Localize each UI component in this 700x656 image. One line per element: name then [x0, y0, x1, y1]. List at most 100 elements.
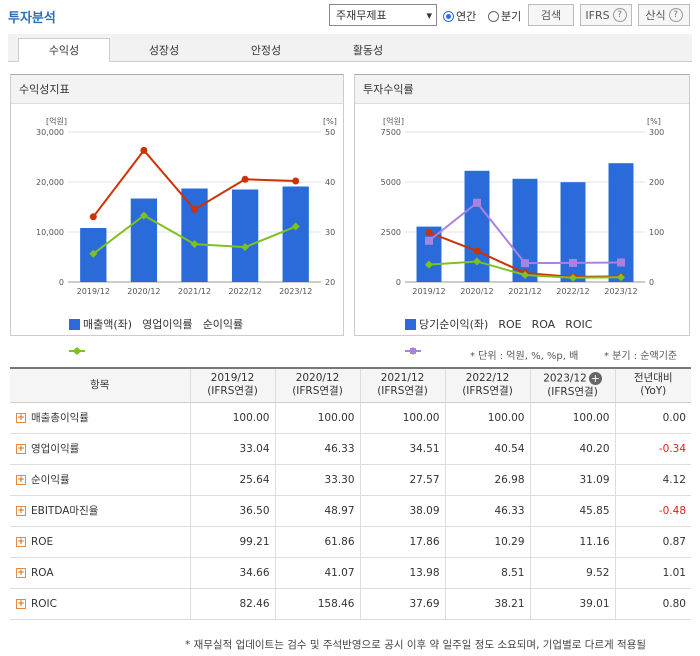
radio-annual-label: 연간 — [456, 10, 477, 23]
data-point — [241, 243, 250, 252]
y-right-tick-label: 30 — [325, 228, 335, 237]
expand-icon[interactable]: + — [16, 567, 26, 578]
question-icon: ? — [668, 8, 683, 22]
bar — [560, 182, 586, 282]
tab-stability[interactable]: 안정성 — [250, 44, 282, 57]
value-cell: 33.30 — [274, 464, 360, 496]
header-year: 2019/12 (IFRS연결) — [189, 367, 275, 403]
value-cell: 38.21 — [444, 588, 530, 620]
return-legend: 당기순이익(좌) ROE ROA ROIC — [405, 316, 593, 355]
add-column-icon[interactable]: + — [588, 372, 602, 385]
legend-label: ROIC — [565, 317, 593, 331]
value-cell: 61.86 — [274, 526, 360, 558]
x-tick-label: 2020/12 — [460, 287, 493, 296]
value-cell: 100.00 — [274, 402, 360, 434]
header-year: 2022/12 (IFRS연결) — [444, 367, 530, 403]
profitability-chart-title: 수익성지표 — [11, 74, 343, 104]
header-year: 2020/12 (IFRS연결) — [274, 367, 360, 403]
row-label: ROA — [31, 566, 54, 579]
data-point — [473, 198, 481, 207]
footer-note: * 재무실적 업데이트는 검수 및 주석반영으로 공시 이후 약 일주일 정도 … — [185, 639, 647, 651]
row-label: EBITDA마진율 — [31, 505, 99, 517]
expand-icon[interactable]: + — [16, 506, 26, 516]
row-name-cell: + 매출총이익률 — [10, 402, 190, 434]
ifrs-help-button[interactable]: IFRS ? — [580, 4, 632, 26]
legend-item-roic: ROIC — [405, 317, 593, 354]
legend-item-net-income: 당기순이익(좌) — [405, 316, 488, 332]
data-point — [425, 260, 433, 269]
data-point — [140, 146, 148, 154]
table-row: + 매출총이익률 100.00 100.00 100.00 100.00 100.00 0.0… — [10, 402, 691, 434]
row-name-cell: + ROE — [10, 526, 190, 558]
radio-unchecked-icon — [488, 10, 499, 22]
row-name-cell: + EBITDA마진율 — [10, 495, 190, 527]
row-label: 순이익률 — [31, 474, 70, 486]
tab-profitability[interactable]: 수익성 — [18, 38, 110, 62]
y-left-tick-label: 0 — [59, 278, 64, 287]
header-year: 2021/12 (IFRS연결) — [359, 367, 445, 403]
yoy-cell: 1.01 — [614, 557, 691, 589]
row-name-cell: + 순이익률 — [10, 464, 190, 496]
x-tick-label: 2023/12 — [604, 287, 637, 296]
radio-checked-icon — [443, 10, 454, 22]
value-cell: 31.09 — [529, 464, 615, 496]
radio-quarter[interactable]: 분기 — [488, 8, 521, 24]
legend-label: 매출액(좌) — [83, 318, 133, 331]
data-point — [425, 228, 433, 236]
expand-icon[interactable]: + — [16, 598, 26, 609]
table-row: + 영업이익률 33.04 46.33 34.51 40.54 40.20 -0.34 — [10, 433, 691, 465]
y-right-tick-label: 50 — [325, 128, 335, 137]
data-point — [521, 259, 529, 268]
search-button[interactable]: 검색 — [528, 4, 574, 26]
statement-select[interactable]: 주재무제표 ▾ — [329, 4, 437, 26]
legend-item-op-margin: 영업이익률 — [69, 316, 193, 354]
expand-icon[interactable]: + — [16, 536, 26, 547]
y-left-tick-label: 5000 — [381, 178, 401, 187]
bar — [282, 186, 309, 282]
legend-item-roa: ROA — [405, 318, 555, 355]
value-cell: 11.16 — [529, 526, 615, 558]
y-left-tick-label: 7500 — [381, 128, 401, 137]
expand-icon[interactable]: + — [16, 475, 26, 485]
yoy-cell: 4.12 — [614, 464, 691, 496]
bar — [231, 189, 259, 282]
value-cell: 40.20 — [529, 433, 615, 465]
value-cell: 38.09 — [359, 495, 445, 527]
radio-annual[interactable]: 연간 — [443, 8, 476, 24]
tab-bar: 수익성 성장성 안정성 활동성 — [8, 34, 692, 62]
tab-activity[interactable]: 활동성 — [352, 44, 384, 57]
statement-select-value: 주재무제표 — [336, 9, 387, 22]
data-point — [569, 273, 577, 282]
y-right-tick-label: 20 — [325, 278, 335, 287]
data-point — [425, 236, 433, 245]
row-label: 매출총이익률 — [31, 412, 89, 424]
y-left-tick-label: 30,000 — [36, 128, 64, 137]
expand-icon[interactable]: + — [16, 444, 26, 454]
row-name-cell: + 영업이익률 — [10, 433, 190, 465]
y-left-unit: [억원] — [383, 116, 404, 126]
data-point — [191, 205, 198, 213]
expand-icon[interactable]: + — [16, 413, 26, 423]
data-point — [190, 240, 199, 249]
x-tick-label: 2020/12 — [127, 287, 160, 296]
value-cell: 45.85 — [529, 495, 615, 527]
legend-label: 당기순이익(좌) — [419, 318, 489, 331]
value-cell: 9.52 — [529, 557, 615, 589]
row-label: 영업이익률 — [31, 443, 80, 455]
value-cell: 39.01 — [529, 588, 615, 620]
tab-growth[interactable]: 성장성 — [148, 44, 180, 57]
bar — [130, 198, 158, 282]
row-label: ROIC — [31, 597, 57, 610]
legend-label: ROE — [498, 317, 522, 331]
data-point — [139, 211, 148, 220]
value-cell: 8.51 — [444, 557, 530, 589]
y-right-tick-label: 100 — [649, 228, 664, 237]
y-right-tick-label: 40 — [325, 178, 335, 187]
y-left-tick-label: 0 — [396, 278, 401, 287]
formula-help-button[interactable]: 산식 ? — [638, 4, 690, 26]
data-point — [89, 249, 98, 258]
value-cell: 13.98 — [359, 557, 445, 589]
yoy-cell: -0.48 — [614, 495, 691, 527]
chevron-down-icon: ▾ — [426, 8, 432, 22]
row-name-cell: + ROA — [10, 557, 190, 589]
